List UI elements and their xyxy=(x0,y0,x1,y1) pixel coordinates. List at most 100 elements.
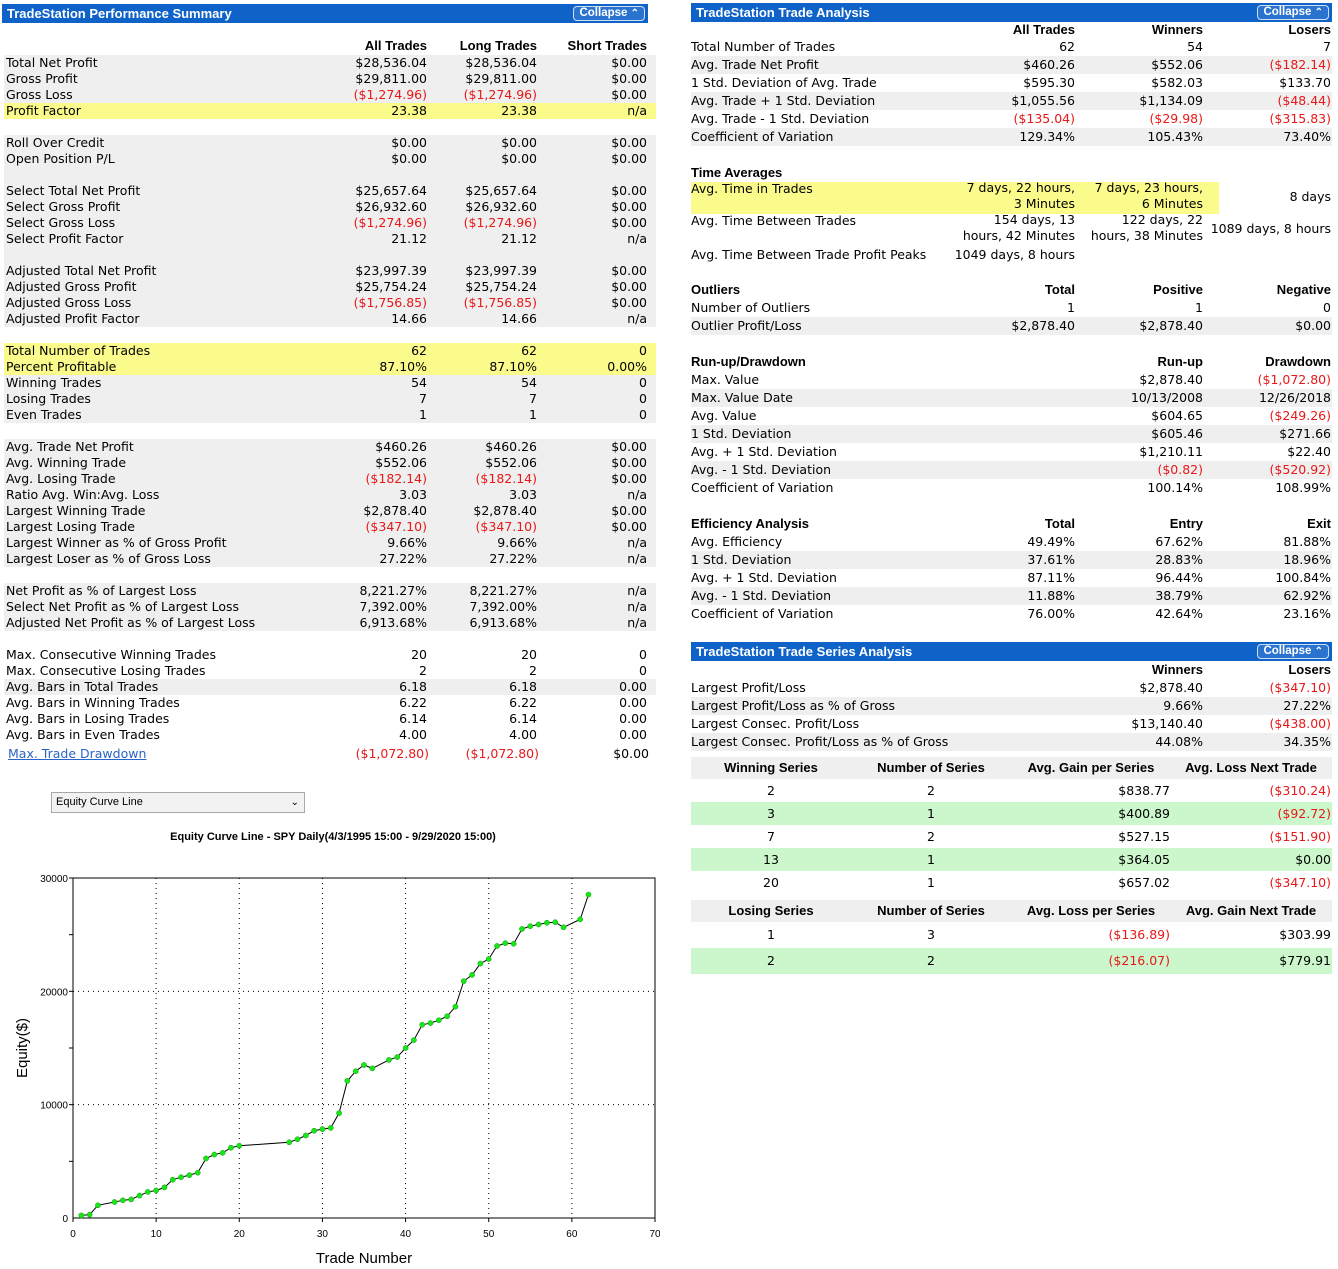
summary-cell: 7,392.00% xyxy=(359,599,427,614)
max-trade-drawdown-link[interactable]: Max. Trade Drawdown xyxy=(8,746,147,761)
equity-point xyxy=(444,1013,450,1020)
row-value: 18.96% xyxy=(1283,552,1331,567)
summary-row: Open Position P/L $0.00 $0.00 $0.00 xyxy=(4,151,656,167)
summary-row: Ratio Avg. Win:Avg. Loss 3.03 3.03 n/a xyxy=(4,487,656,503)
summary-cell: $0.00 xyxy=(611,71,647,86)
summary-cell: $28,536.04 xyxy=(465,55,537,70)
x-tick-label: 10 xyxy=(151,1229,163,1240)
equity-point xyxy=(302,1132,309,1139)
equity-point xyxy=(219,1149,226,1156)
row-value: 129.34% xyxy=(1019,129,1075,144)
summary-row: Adjusted Gross Loss ($1,756.85) ($1,756.85… xyxy=(4,295,656,311)
collapse-series-button[interactable]: Collapse ⌃ xyxy=(1257,644,1329,659)
section-header-row: Winners Losers xyxy=(691,661,1332,679)
row-value: 28.83% xyxy=(1155,552,1203,567)
summary-row-label: Avg. Bars in Total Trades xyxy=(6,679,159,694)
summary-row: Adjusted Total Net Profit $23,997.39 $23,9… xyxy=(4,263,656,279)
summary-cell: 23.38 xyxy=(501,103,537,118)
equity-point xyxy=(485,956,492,962)
equity-point xyxy=(402,1045,409,1051)
summary-cell: 20 xyxy=(411,647,427,662)
row-value: 27.22% xyxy=(1283,698,1331,713)
x-tick-label: 30 xyxy=(317,1229,329,1240)
column-header: Total xyxy=(1044,282,1075,297)
summary-row: Percent Profitable 87.10% 87.10% 0.00% xyxy=(4,359,656,375)
summary-cell: 6.22 xyxy=(509,695,537,710)
data-row: Avg. Efficiency 49.49% 67.62% 81.88% xyxy=(691,533,1332,551)
summary-cell: 0.00% xyxy=(607,359,647,374)
row-label: Largest Profit/Loss xyxy=(691,680,806,695)
summary-cell: ($182.14) xyxy=(475,471,537,486)
summary-cell: 54 xyxy=(411,375,427,390)
row-value: 23.16% xyxy=(1283,606,1331,621)
equity-point xyxy=(560,924,567,931)
summary-row-label: Roll Over Credit xyxy=(6,135,105,150)
row-label: Largest Profit/Loss as % of Gross xyxy=(691,698,896,713)
equity-point xyxy=(577,916,584,923)
summary-cell: $0.00 xyxy=(611,55,647,70)
equity-point xyxy=(494,943,500,949)
data-row: Outlier Profit/Loss $2,878.40 $2,878.40 $0.… xyxy=(691,317,1332,335)
row-value: $1,055.56 xyxy=(1011,93,1075,108)
summary-cell: $26,932.60 xyxy=(465,199,537,214)
collapse-analysis-button[interactable]: Collapse ⌃ xyxy=(1257,5,1329,20)
row-label: 1 Std. Deviation of Avg. Trade xyxy=(691,75,877,90)
summary-row: Max. Consecutive Winning Trades 20 20 0 xyxy=(4,647,656,663)
equity-point xyxy=(95,1202,101,1209)
summary-cell: $0.00 xyxy=(611,295,647,310)
winning-series-row: 13 1 $364.05 $0.00 xyxy=(691,848,1332,871)
trade-series-header: TradeStation Trade Series Analysis Colla… xyxy=(691,642,1332,661)
row-value: 42.64% xyxy=(1155,606,1203,621)
summary-cell: $25,657.64 xyxy=(355,183,427,198)
summary-cell: $0.00 xyxy=(611,135,647,150)
chart-type-select[interactable]: Equity Curve Line ⌄ xyxy=(51,792,305,813)
summary-column-header: Long Trades xyxy=(459,38,537,53)
summary-row-label: Adjusted Gross Profit xyxy=(6,279,137,294)
section-header-row: All Trades Winners Losers xyxy=(691,21,1332,38)
series-cell: 2 xyxy=(927,829,935,844)
summary-row-label: Largest Loser as % of Gross Loss xyxy=(6,551,211,566)
time-line: 154 days, 13 xyxy=(993,212,1075,227)
summary-row-label: Select Total Net Profit xyxy=(6,183,141,198)
summary-row: Select Gross Profit $26,932.60 $26,932.60 $… xyxy=(4,199,656,215)
summary-cell: ($1,274.96) xyxy=(353,215,427,230)
row-value: 49.49% xyxy=(1027,534,1075,549)
row-label: Avg. + 1 Std. Deviation xyxy=(691,444,837,459)
series-column-header: Number of Series xyxy=(877,903,985,918)
column-header: Positive xyxy=(1153,282,1203,297)
y-tick-label: 30000 xyxy=(40,874,68,885)
summary-row: Adjusted Net Profit as % of Largest Loss… xyxy=(4,615,656,631)
x-axis-label: Trade Number xyxy=(316,1250,412,1267)
plot-area xyxy=(72,877,656,1219)
row-value: ($182.14) xyxy=(1269,57,1331,72)
summary-row-label: Avg. Trade Net Profit xyxy=(6,439,134,454)
summary-row-label: Select Net Profit as % of Largest Loss xyxy=(6,599,240,614)
row-value: 108.99% xyxy=(1275,480,1331,495)
summary-row-label: Adjusted Gross Loss xyxy=(6,295,132,310)
winning-series-row: 2 2 $838.77 ($310.24) xyxy=(691,779,1332,802)
row-value: $2,878.40 xyxy=(1139,318,1203,333)
series-cell: 2 xyxy=(927,783,935,798)
equity-point xyxy=(228,1144,234,1151)
row-value: $1,134.09 xyxy=(1139,93,1203,108)
summary-row-label: Avg. Bars in Even Trades xyxy=(6,727,160,742)
summary-cell: $23,997.39 xyxy=(465,263,537,278)
summary-cell: 54 xyxy=(521,375,537,390)
summary-cell: 87.10% xyxy=(489,359,537,374)
column-header: All Trades xyxy=(1012,22,1075,37)
summary-row: Largest Loser as % of Gross Loss 27.22% 27… xyxy=(4,551,656,567)
data-row: Avg. + 1 Std. Deviation 87.11% 96.44% 100.8… xyxy=(691,569,1332,587)
row-value: $605.46 xyxy=(1151,426,1203,441)
summary-cell: 1 xyxy=(419,407,427,422)
summary-row: Total Net Profit $28,536.04 $28,536.04 $0.0… xyxy=(4,55,656,71)
trade-series-table: Winners Losers Largest Profit/Loss $2,878.4… xyxy=(691,661,1332,974)
equity-point xyxy=(519,926,525,932)
summary-cell: $25,657.64 xyxy=(465,183,537,198)
summary-cell: $0.00 xyxy=(611,439,647,454)
summary-cell: 0.00 xyxy=(619,695,647,710)
y-tick-label: 0 xyxy=(62,1214,68,1225)
summary-cell: 6.18 xyxy=(399,679,427,694)
summary-cell: n/a xyxy=(627,231,647,246)
series-cell: $364.05 xyxy=(1118,852,1170,867)
collapse-summary-button[interactable]: Collapse ⌃ xyxy=(573,6,645,21)
